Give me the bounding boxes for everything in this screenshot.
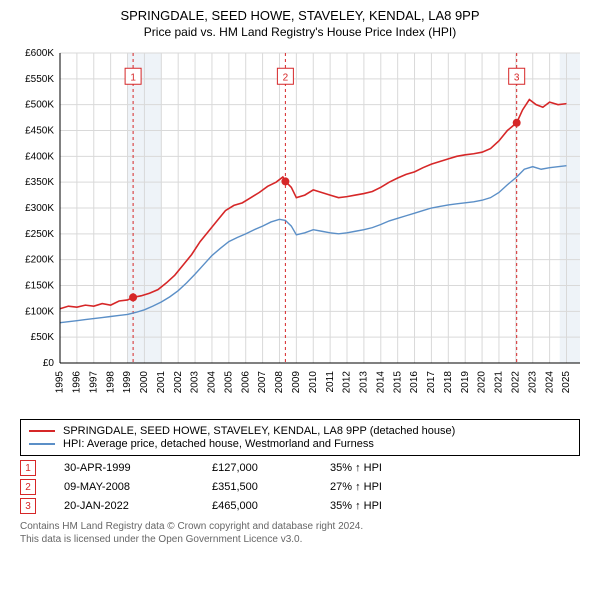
svg-text:2023: 2023 [527, 371, 538, 394]
svg-text:2025: 2025 [561, 371, 572, 394]
svg-text:2005: 2005 [223, 371, 234, 394]
footnote-line-2: This data is licensed under the Open Gov… [20, 533, 580, 546]
svg-text:1996: 1996 [72, 371, 83, 394]
svg-text:2006: 2006 [240, 371, 251, 394]
svg-text:2013: 2013 [359, 371, 370, 394]
svg-text:2022: 2022 [510, 371, 521, 394]
price-chart: £0 £50K £100K £150K £200K £250K £300K £350K £400… [10, 43, 590, 413]
transaction-row: 3 20-JAN-2022 £465,000 35% ↑ HPI [20, 498, 580, 514]
svg-text:£400K: £400K [25, 151, 54, 162]
footnote: Contains HM Land Registry data © Crown c… [20, 520, 580, 546]
svg-text:2011: 2011 [325, 371, 336, 393]
chart-title-block: SPRINGDALE, SEED HOWE, STAVELEY, KENDAL,… [0, 0, 600, 43]
transaction-date: 09-MAY-2008 [64, 481, 194, 493]
svg-text:2000: 2000 [139, 371, 150, 394]
svg-text:£600K: £600K [25, 48, 54, 59]
legend-label: SPRINGDALE, SEED HOWE, STAVELEY, KENDAL,… [63, 425, 455, 437]
svg-text:2021: 2021 [494, 371, 505, 394]
svg-text:2024: 2024 [544, 371, 555, 394]
svg-text:2016: 2016 [409, 371, 420, 394]
transaction-pct-vs-hpi: 35% ↑ HPI [330, 500, 420, 512]
legend-label: HPI: Average price, detached house, West… [63, 438, 374, 450]
svg-text:2010: 2010 [308, 371, 319, 394]
svg-text:2017: 2017 [426, 371, 437, 394]
svg-text:2008: 2008 [274, 371, 285, 394]
svg-text:£100K: £100K [25, 306, 54, 317]
svg-text:2002: 2002 [173, 371, 184, 394]
transaction-row: 1 30-APR-1999 £127,000 35% ↑ HPI [20, 460, 580, 476]
legend-item: SPRINGDALE, SEED HOWE, STAVELEY, KENDAL,… [29, 425, 571, 437]
svg-text:2009: 2009 [291, 371, 302, 394]
svg-text:2004: 2004 [207, 371, 218, 394]
svg-text:3: 3 [514, 72, 520, 83]
transactions-table: 1 30-APR-1999 £127,000 35% ↑ HPI 2 09-MAY-200… [20, 460, 580, 514]
svg-text:2003: 2003 [190, 371, 201, 394]
svg-text:£450K: £450K [25, 126, 54, 137]
transaction-price: £127,000 [212, 462, 312, 474]
svg-text:2019: 2019 [460, 371, 471, 394]
svg-text:£350K: £350K [25, 177, 54, 188]
transaction-marker-number: 2 [20, 479, 36, 495]
svg-text:1998: 1998 [105, 371, 116, 394]
svg-text:1: 1 [130, 72, 136, 83]
svg-text:2015: 2015 [392, 371, 403, 394]
transaction-marker-number: 3 [20, 498, 36, 514]
transaction-date: 30-APR-1999 [64, 462, 194, 474]
svg-text:2012: 2012 [342, 371, 353, 394]
svg-text:2007: 2007 [257, 371, 268, 394]
transaction-pct-vs-hpi: 35% ↑ HPI [330, 462, 420, 474]
svg-text:£300K: £300K [25, 203, 54, 214]
svg-text:£550K: £550K [25, 74, 54, 85]
legend: SPRINGDALE, SEED HOWE, STAVELEY, KENDAL,… [20, 419, 580, 456]
svg-text:£200K: £200K [25, 255, 54, 266]
svg-text:1997: 1997 [88, 371, 99, 394]
svg-text:£150K: £150K [25, 281, 54, 292]
svg-text:£50K: £50K [31, 332, 55, 343]
transaction-pct-vs-hpi: 27% ↑ HPI [330, 481, 420, 493]
svg-text:2001: 2001 [156, 371, 167, 394]
legend-swatch [29, 443, 55, 445]
legend-item: HPI: Average price, detached house, West… [29, 438, 571, 450]
transaction-price: £351,500 [212, 481, 312, 493]
svg-text:2014: 2014 [375, 371, 386, 394]
transaction-marker-number: 1 [20, 460, 36, 476]
svg-text:1999: 1999 [122, 371, 133, 394]
title-line-1: SPRINGDALE, SEED HOWE, STAVELEY, KENDAL,… [10, 8, 590, 23]
transaction-date: 20-JAN-2022 [64, 500, 194, 512]
svg-text:£500K: £500K [25, 100, 54, 111]
footnote-line-1: Contains HM Land Registry data © Crown c… [20, 520, 580, 533]
title-line-2: Price paid vs. HM Land Registry's House … [10, 25, 590, 39]
svg-text:£250K: £250K [25, 229, 54, 240]
svg-text:1995: 1995 [55, 371, 66, 394]
svg-text:2018: 2018 [443, 371, 454, 394]
svg-text:2020: 2020 [477, 371, 488, 394]
svg-text:2: 2 [283, 72, 289, 83]
legend-swatch [29, 430, 55, 432]
transaction-price: £465,000 [212, 500, 312, 512]
chart-container: £0 £50K £100K £150K £200K £250K £300K £350K £400… [10, 43, 590, 413]
svg-text:£0: £0 [43, 358, 55, 369]
transaction-row: 2 09-MAY-2008 £351,500 27% ↑ HPI [20, 479, 580, 495]
